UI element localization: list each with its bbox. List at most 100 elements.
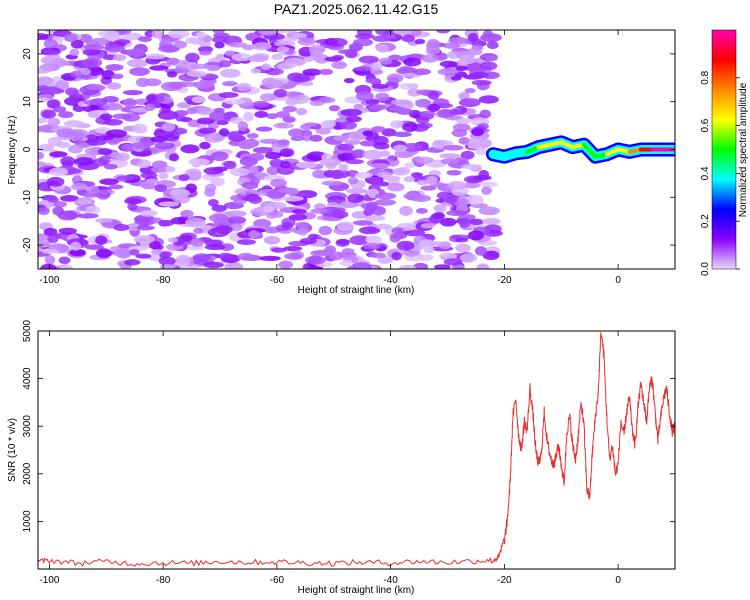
- heatmap-cell: [310, 249, 332, 257]
- heatmap-cell: [158, 256, 176, 266]
- heatmap-cell: [169, 188, 191, 198]
- heatmap-cell: [476, 263, 490, 269]
- heatmap-cell: [83, 205, 101, 215]
- heatmap-cell: [365, 235, 382, 245]
- heatmap-cell: [469, 218, 484, 226]
- heatmap-cell: [223, 98, 245, 105]
- heatmap-cell: [58, 60, 70, 66]
- heatmap-cell: [472, 174, 492, 181]
- heatmap-cell: [95, 248, 112, 259]
- heatmap-cell: [283, 246, 303, 252]
- heatmap-cell: [371, 205, 386, 216]
- heatmap-cell: [402, 122, 418, 132]
- heatmap-cell: [336, 238, 350, 246]
- heatmap-cell: [126, 48, 145, 58]
- heatmap-cell: [230, 116, 244, 124]
- heatmap-cell: [133, 235, 155, 244]
- snr-ytick-label: 2000: [22, 462, 33, 485]
- heatmap-cell: [76, 205, 87, 212]
- heatmap-cell: [185, 217, 206, 228]
- heatmap-cell: [94, 126, 111, 134]
- heatmap-cell: [321, 152, 332, 163]
- snr-xlabel: Height of straight line (km): [298, 585, 415, 596]
- snr-xtick-label: -100: [39, 575, 59, 586]
- heatmap-cell: [215, 225, 233, 235]
- heatmap-cell: [315, 127, 331, 135]
- heatmap-cell: [396, 240, 415, 251]
- heatmap-cell: [339, 260, 353, 267]
- heatmap-cell: [407, 88, 422, 97]
- heatmap-cell: [45, 53, 61, 60]
- heatmap-cell: [127, 202, 138, 211]
- heatmap-cell: [478, 206, 500, 216]
- colorbar-gradient: [711, 29, 737, 270]
- heatmap-cell: [123, 98, 137, 108]
- heatmap-cell: [260, 63, 272, 71]
- heatmap-cell: [101, 69, 115, 80]
- heatmap-cell: [369, 162, 390, 169]
- heatmap-cell: [96, 189, 111, 200]
- heatmap-cell: [224, 50, 236, 56]
- heatmap-cell: [288, 128, 305, 138]
- heatmap-cell: [41, 248, 60, 255]
- heatmap-cell: [56, 128, 77, 138]
- heatmap-cell: [44, 255, 56, 265]
- heatmap-cell: [97, 30, 120, 38]
- heatmap-cell: [442, 144, 464, 151]
- heatmap-cell: [218, 91, 239, 99]
- heatmap-cell: [458, 98, 481, 108]
- heatmap-cell: [446, 169, 462, 176]
- heatmap-cell: [236, 82, 252, 92]
- heatmap-cell: [87, 110, 101, 119]
- heatmap-cell: [192, 81, 212, 89]
- heatmap-cell: [482, 250, 500, 261]
- heatmap-cell: [212, 30, 225, 35]
- heatmap-cell: [373, 142, 390, 150]
- snr-xtick-label: -40: [383, 575, 398, 586]
- heatmap-cell: [391, 227, 405, 234]
- heatmap-cell: [358, 226, 381, 235]
- heatmap-cell: [184, 168, 202, 179]
- heatmap-cell: [42, 49, 61, 55]
- heatmap-cell: [359, 140, 379, 147]
- heatmap-cell: [263, 79, 284, 89]
- heatmap-cell: [168, 153, 180, 162]
- heatmap-cell: [449, 109, 464, 116]
- signal-segment: [525, 145, 541, 154]
- heatmap-cell: [434, 264, 451, 269]
- heatmap-cell: [99, 178, 119, 185]
- heatmap-cell: [228, 41, 248, 48]
- heatmap-cell: [415, 98, 432, 108]
- heatmap-cell: [271, 53, 283, 61]
- heatmap-cell: [314, 203, 327, 210]
- heatmap-cell: [285, 91, 301, 98]
- heatmap-cell: [136, 159, 151, 169]
- snr-ytick-label: 1000: [22, 510, 33, 533]
- heatmap-xtick-label: -20: [497, 275, 512, 286]
- heatmap-cell: [227, 131, 242, 139]
- heatmap-cell: [63, 120, 84, 128]
- heatmap-cell: [467, 142, 481, 148]
- heatmap-cell: [364, 190, 379, 196]
- heatmap-cell: [346, 188, 368, 194]
- heatmap-cell: [417, 254, 434, 262]
- heatmap-cell: [318, 225, 333, 236]
- heatmap-cell: [276, 165, 295, 175]
- heatmap-xtick-label: -100: [39, 275, 59, 286]
- heatmap-cell: [371, 126, 386, 133]
- heatmap-cell: [347, 193, 365, 203]
- heatmap-cell: [278, 260, 294, 269]
- heatmap-cell: [170, 216, 187, 225]
- heatmap-cell: [264, 152, 282, 160]
- heatmap-cells: [38, 30, 503, 269]
- colorbar-label: Normalized spectral amplitude: [738, 82, 749, 217]
- heatmap-cell: [275, 111, 291, 119]
- heatmap-xlabel: Height of straight line (km): [298, 285, 415, 296]
- heatmap-cell: [58, 227, 77, 235]
- heatmap-cell: [377, 256, 394, 264]
- heatmap-cell: [474, 246, 487, 256]
- heatmap-cell: [47, 117, 61, 127]
- heatmap-cell: [333, 135, 350, 142]
- heatmap-cell: [403, 57, 422, 67]
